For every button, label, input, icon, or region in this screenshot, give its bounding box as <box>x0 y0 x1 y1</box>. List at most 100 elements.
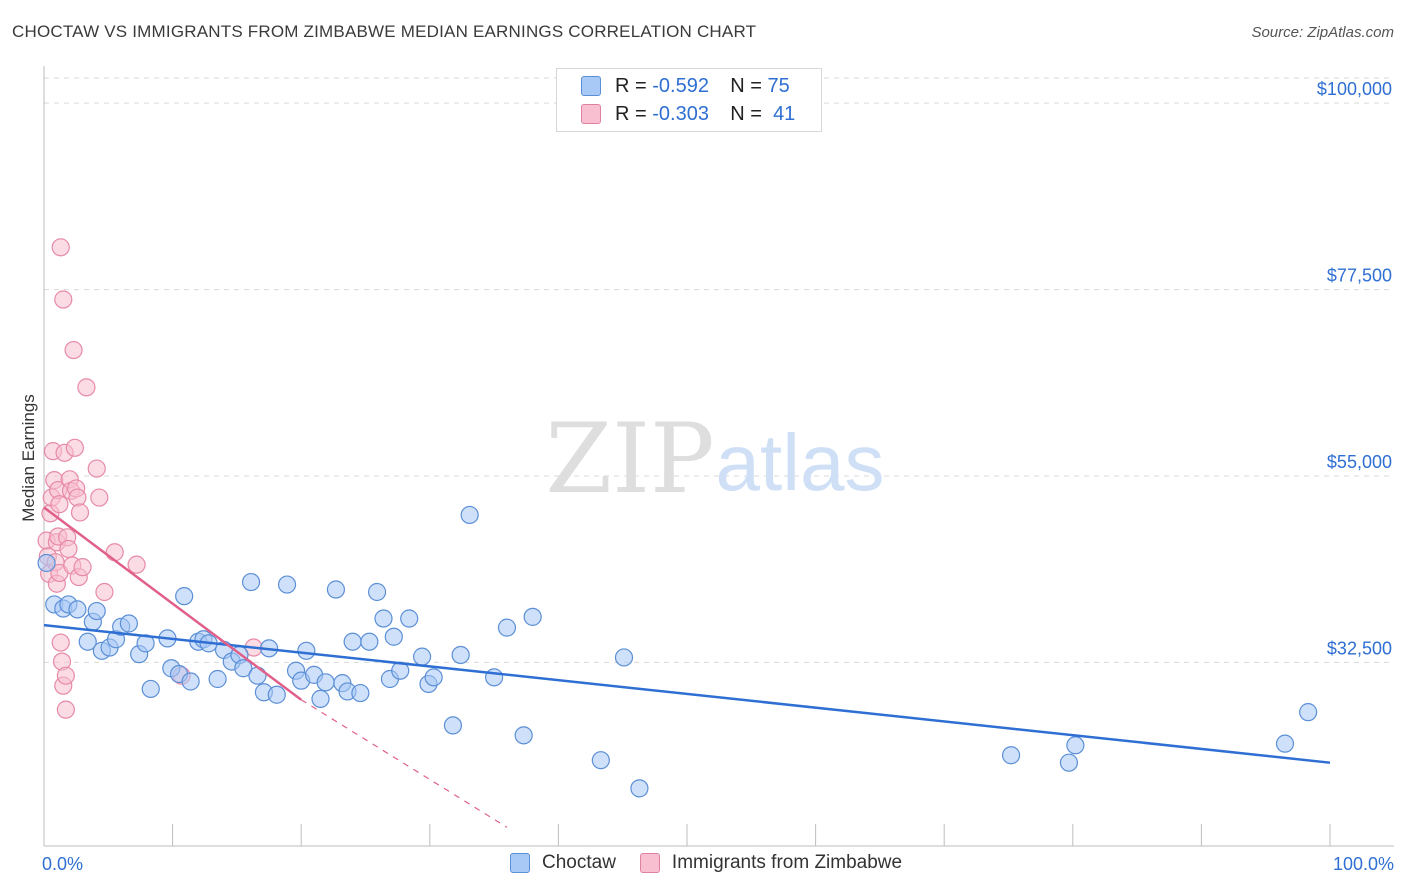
series-legend: Choctaw Immigrants from Zimbabwe <box>510 852 926 874</box>
data-point-choctaw <box>78 632 97 651</box>
data-point-choctaw <box>234 659 253 678</box>
stats-legend: R = -0.592 N = 75 R = -0.303 N = 41 <box>556 68 822 132</box>
legend-item-choctaw[interactable]: Choctaw <box>510 852 616 874</box>
legend-n-label: N = <box>730 102 762 125</box>
trendline-zimbabwe <box>43 506 302 701</box>
data-point-choctaw <box>591 751 610 770</box>
data-point-choctaw <box>119 614 138 633</box>
legend-swatch-zimbabwe <box>639 853 660 873</box>
data-point-choctaw <box>360 632 379 651</box>
data-point-zimbabwe <box>50 495 69 514</box>
data-point-choctaw <box>208 669 227 689</box>
data-point-zimbabwe <box>95 582 114 602</box>
data-point-choctaw <box>37 553 56 573</box>
data-point-zimbabwe <box>73 558 92 577</box>
legend-r-value: -0.592 <box>652 74 709 97</box>
legend-r-value: -0.303 <box>652 102 709 125</box>
legend-r-label: R = <box>615 74 647 97</box>
data-point-choctaw <box>267 685 286 704</box>
data-point-zimbabwe <box>87 459 106 478</box>
data-point-choctaw <box>400 609 419 628</box>
data-point-choctaw <box>181 672 200 691</box>
y-tick-labels: $32,500 $55,000 $77,500 $100,000 <box>1317 79 1392 658</box>
data-point-zimbabwe <box>68 488 87 507</box>
data-point-zimbabwe <box>70 503 90 522</box>
legend-row-choctaw: R = -0.592 N = 75 <box>581 73 790 99</box>
data-point-choctaw <box>523 607 542 626</box>
legend-row-zimbabwe: R = -0.303 N = 41 <box>581 101 795 127</box>
data-point-zimbabwe <box>51 238 70 257</box>
legend-item-zimbabwe[interactable]: Immigrants from Zimbabwe <box>639 852 903 874</box>
data-point-zimbabwe <box>77 378 96 397</box>
legend-n-label: N = <box>730 74 762 97</box>
data-point-choctaw <box>412 647 432 666</box>
y-tick-label: $100,000 <box>1317 79 1392 99</box>
data-point-choctaw <box>277 575 297 594</box>
data-point-choctaw <box>68 600 87 619</box>
data-point-choctaw <box>326 580 346 599</box>
data-point-choctaw <box>614 648 634 667</box>
data-point-choctaw <box>1001 746 1021 765</box>
data-point-zimbabwe <box>105 543 124 562</box>
data-point-choctaw <box>424 668 443 687</box>
data-point-choctaw <box>514 726 533 745</box>
data-point-choctaw <box>374 609 393 628</box>
y-tick-label: $77,500 <box>1327 266 1392 286</box>
data-point-zimbabwe <box>54 290 73 309</box>
data-point-choctaw <box>175 587 194 606</box>
data-point-choctaw <box>351 683 370 703</box>
y-tick-label: $55,000 <box>1327 452 1392 472</box>
x-tick-label: 100.0% <box>1333 854 1394 874</box>
trendline-choctaw <box>43 623 1331 764</box>
legend-n-value: 41 <box>773 102 796 125</box>
data-point-choctaw <box>451 645 470 665</box>
trend-lines <box>43 506 1331 828</box>
data-point-zimbabwe <box>90 488 109 507</box>
data-point-choctaw <box>241 572 261 592</box>
watermark-atlas: atlas <box>716 418 885 507</box>
legend-label-zimbabwe: Immigrants from Zimbabwe <box>671 852 903 873</box>
data-point-zimbabwe <box>64 340 83 360</box>
data-point-choctaw <box>630 779 649 798</box>
trendline-zimbabwe-extension <box>300 699 508 828</box>
data-point-choctaw <box>367 582 387 602</box>
watermark: ZIP atlas <box>545 403 884 515</box>
data-point-choctaw <box>343 632 362 651</box>
x-tick-labels: 0.0% 100.0% <box>42 854 1394 874</box>
data-point-choctaw <box>297 641 316 660</box>
legend-swatch-zimbabwe <box>581 104 601 124</box>
data-point-choctaw <box>384 627 403 646</box>
data-point-choctaw <box>1275 734 1295 753</box>
data-point-choctaw <box>1059 753 1079 772</box>
legend-swatch-choctaw <box>510 853 530 873</box>
data-point-choctaw <box>460 505 479 525</box>
data-point-choctaw <box>248 666 267 685</box>
source-label: Source: ZipAtlas.com <box>1251 24 1394 41</box>
y-axis-label: Median Earnings <box>19 394 38 522</box>
data-point-choctaw <box>497 618 517 637</box>
data-point-choctaw <box>1066 736 1085 755</box>
legend-swatch-choctaw <box>581 76 601 96</box>
data-point-zimbabwe <box>59 539 78 559</box>
data-point-choctaw <box>443 716 463 735</box>
data-point-choctaw <box>87 601 106 621</box>
data-point-choctaw <box>311 689 330 708</box>
data-point-zimbabwe <box>127 555 146 574</box>
data-point-zimbabwe <box>56 700 75 719</box>
legend-label-choctaw: Choctaw <box>542 852 616 873</box>
axes <box>43 66 1394 847</box>
data-point-choctaw <box>316 673 335 692</box>
data-point-zimbabwe <box>65 438 84 457</box>
y-tick-label: $32,500 <box>1327 638 1392 658</box>
x-tick-label: 0.0% <box>42 854 83 874</box>
legend-r-label: R = <box>615 102 647 125</box>
chart-title: CHOCTAW VS IMMIGRANTS FROM ZIMBABWE MEDI… <box>12 22 757 41</box>
watermark-zip: ZIP <box>545 403 714 515</box>
data-point-choctaw <box>141 679 160 699</box>
series-choctaw-points <box>37 505 1318 798</box>
data-point-choctaw <box>1299 703 1318 722</box>
data-point-zimbabwe <box>51 633 70 652</box>
legend-n-value: 75 <box>767 74 790 97</box>
data-point-zimbabwe <box>56 666 75 685</box>
